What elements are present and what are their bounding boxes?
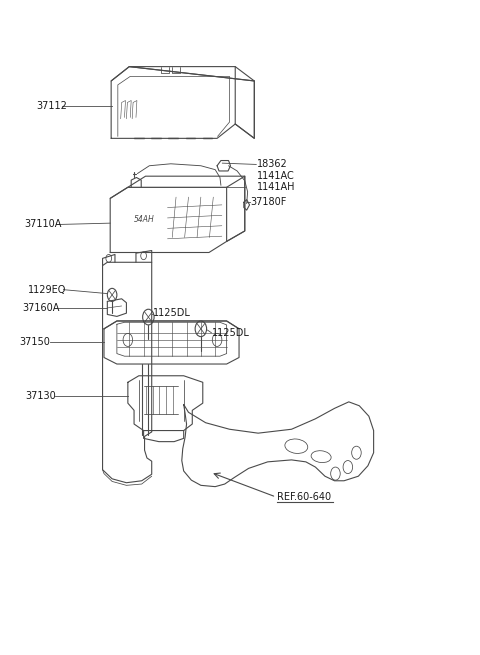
Text: 37112: 37112 [36,101,67,111]
Text: 37160A: 37160A [23,303,60,313]
Text: 37130: 37130 [25,391,56,401]
Text: 37150: 37150 [20,337,50,347]
Text: 37180F: 37180F [251,196,287,206]
Text: 37110A: 37110A [24,219,61,229]
Text: 18362: 18362 [257,159,288,170]
Text: 1125DL: 1125DL [212,328,250,338]
Text: 1129EQ: 1129EQ [28,285,66,295]
Text: REF.60-640: REF.60-640 [277,492,331,502]
Text: 1141AC: 1141AC [257,170,295,181]
Text: 1141AH: 1141AH [257,181,296,192]
Text: 54AH: 54AH [134,215,155,225]
Text: 1125DL: 1125DL [153,308,191,318]
